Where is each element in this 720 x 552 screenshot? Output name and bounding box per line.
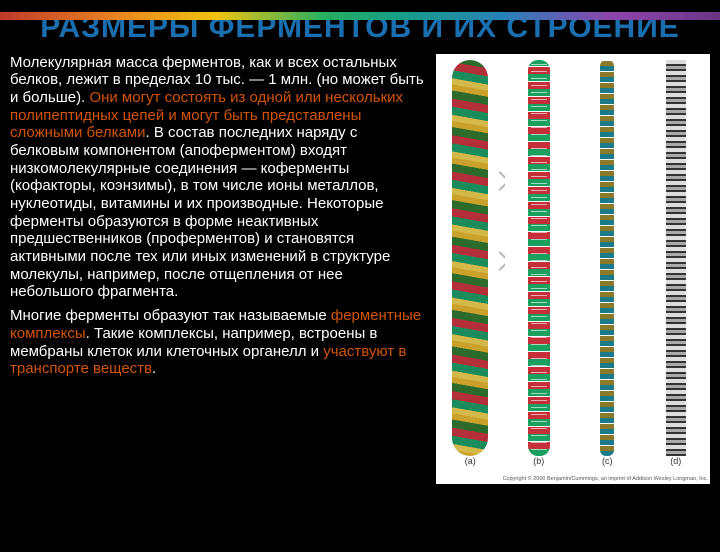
sequence-strand-icon bbox=[666, 60, 686, 456]
panel-label: (b) bbox=[533, 456, 544, 466]
figure-column: (a) (b) (c) (d) Copyright © 2000 Benjami… bbox=[436, 54, 710, 484]
figure-copyright: Copyright © 2000 Benjamin/Cummings, an i… bbox=[438, 476, 708, 482]
content-row: Молекулярная масса ферментов, как и всех… bbox=[0, 54, 720, 484]
chain-strand-icon bbox=[600, 60, 614, 456]
panel-label: (a) bbox=[465, 456, 476, 466]
protein-strand-icon bbox=[452, 60, 488, 456]
panel-label: (c) bbox=[602, 456, 613, 466]
panel-label: (d) bbox=[670, 456, 681, 466]
paragraph-1: Молекулярная масса ферментов, как и всех… bbox=[10, 54, 430, 302]
figure-panel-b: (b) bbox=[505, 54, 574, 484]
text-column: Молекулярная масса ферментов, как и всех… bbox=[10, 54, 430, 484]
figure-panel-d: (d) bbox=[642, 54, 711, 484]
p2-seg3: . bbox=[152, 360, 156, 377]
paragraph-2: Многие ферменты образуют так называемые … bbox=[10, 307, 430, 378]
figure-panel-c: (c) bbox=[573, 54, 642, 484]
helix-strand-icon bbox=[528, 60, 550, 456]
p2-seg1: Многие ферменты образуют так называемые bbox=[10, 307, 331, 324]
p1-seg2: . В состав последних наряду с белковым к… bbox=[10, 124, 390, 300]
figure-panel-a: (a) bbox=[436, 54, 505, 484]
decorative-stripe bbox=[0, 12, 720, 20]
